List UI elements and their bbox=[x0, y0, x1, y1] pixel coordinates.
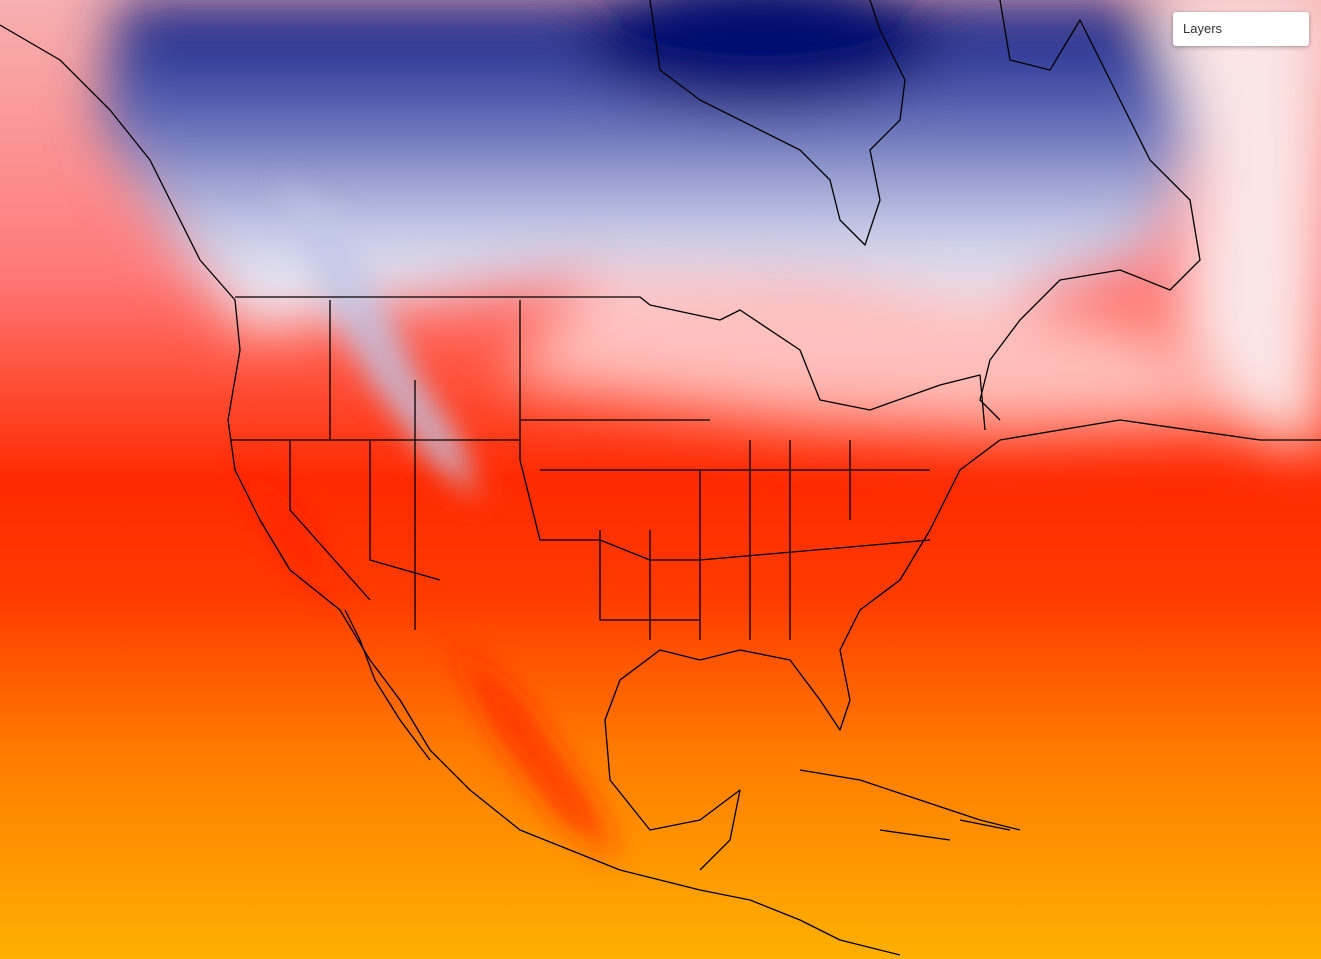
cold-region bbox=[100, 0, 1321, 450]
layers-control[interactable]: Layers bbox=[1173, 12, 1309, 46]
terrain-detail bbox=[240, 180, 620, 860]
